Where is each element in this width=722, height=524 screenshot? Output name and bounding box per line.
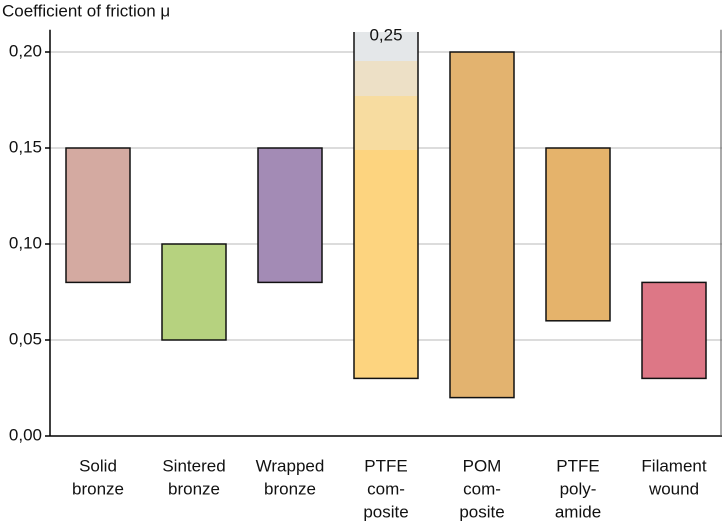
x-tick-label: PTFE — [364, 456, 407, 475]
y-tick-label: 0,15 — [9, 137, 42, 156]
y-tick-label: 0,05 — [9, 329, 42, 348]
y-tick-label: 0,00 — [9, 425, 42, 444]
x-tick-label: PTFE — [556, 456, 599, 475]
bar — [65, 147, 131, 284]
bar — [449, 51, 515, 399]
bar — [161, 243, 227, 341]
value-label: 0,25 — [369, 25, 402, 44]
x-tick-label: posite — [363, 502, 408, 521]
x-tick-label: wound — [648, 479, 699, 498]
x-tick-label: Sintered — [162, 456, 225, 475]
bar — [353, 32, 419, 380]
x-tick-label: com- — [463, 479, 501, 498]
x-tick-label: amide — [555, 502, 601, 521]
y-tick-label: 0,20 — [9, 41, 42, 60]
x-tick-label: bronze — [264, 479, 316, 498]
bars — [65, 32, 707, 399]
x-tick-label: Filament — [641, 456, 706, 475]
y-tick-label: 0,10 — [9, 233, 42, 252]
x-tick-label: bronze — [72, 479, 124, 498]
bar — [545, 147, 611, 322]
x-tick-label: poly- — [560, 479, 597, 498]
x-tick-label: posite — [459, 502, 504, 521]
y-axis-label: Coefficient of friction μ — [2, 1, 170, 20]
bar — [641, 281, 707, 380]
x-tick-label: Solid — [79, 456, 117, 475]
x-tick-label: com- — [367, 479, 405, 498]
x-tick-label: POM — [463, 456, 502, 475]
x-tick-label: Wrapped — [256, 456, 325, 475]
bar — [257, 147, 323, 284]
x-tick-label: bronze — [168, 479, 220, 498]
